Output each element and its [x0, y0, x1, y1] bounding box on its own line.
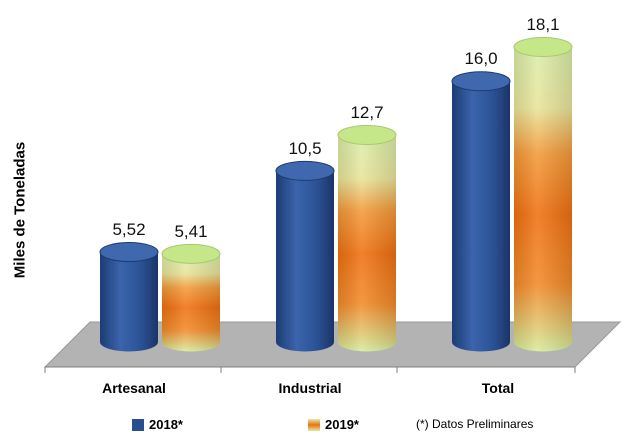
bar-shade-2019-industrial — [338, 134, 396, 352]
bar-2018-total — [452, 81, 510, 352]
bar-top-2018-artesanal — [99, 242, 159, 263]
data-label-2018-artesanal: 5,52 — [112, 220, 145, 239]
legend-note-text: (*) Datos Preliminares — [416, 417, 534, 431]
x-tick-label-industrial: Industrial — [278, 380, 341, 396]
data-label-2019-total: 18,1 — [526, 15, 559, 34]
x-tick-label-total: Total — [482, 380, 514, 396]
bar-shade-2019-total — [514, 46, 572, 352]
bars-group: 5,52 5,41 10,5 12,7 16,0 18,1 — [99, 15, 573, 352]
legend-swatch-2018 — [132, 418, 144, 431]
data-label-2019-industrial: 12,7 — [350, 103, 383, 122]
bar-top-2019-total — [513, 36, 573, 57]
legend-label-2018: 2018* — [149, 417, 183, 432]
bar-shade-2019-artesanal — [162, 253, 220, 352]
legend-item-2018: 2018* — [132, 417, 183, 432]
data-label-2019-artesanal: 5,41 — [174, 222, 207, 241]
y-axis-title: Miles de Toneladas — [3, 60, 37, 360]
bar-2018-artesanal — [100, 252, 158, 352]
bar-top-2018-total — [451, 71, 511, 92]
data-label-2018-industrial: 10,5 — [288, 139, 321, 158]
data-label-2018-total: 16,0 — [464, 49, 497, 68]
x-tick-label-artesanal: Artesanal — [102, 380, 166, 396]
bar-top-2019-artesanal — [161, 243, 221, 264]
x-tick-labels: Artesanal Industrial Total — [102, 380, 514, 396]
legend-label-2019: 2019* — [325, 417, 359, 432]
bar-top-2018-industrial — [275, 160, 335, 181]
bar-2018-industrial — [276, 170, 334, 352]
legend-note: (*) Datos Preliminares — [416, 417, 533, 431]
legend: 2018* 2019* (*) Datos Preliminares — [0, 417, 623, 435]
y-axis-title-text: Miles de Toneladas — [11, 141, 29, 279]
bar-top-2019-industrial — [337, 124, 397, 145]
legend-swatch-2019 — [308, 418, 320, 431]
legend-item-2019: 2019* — [308, 417, 359, 432]
